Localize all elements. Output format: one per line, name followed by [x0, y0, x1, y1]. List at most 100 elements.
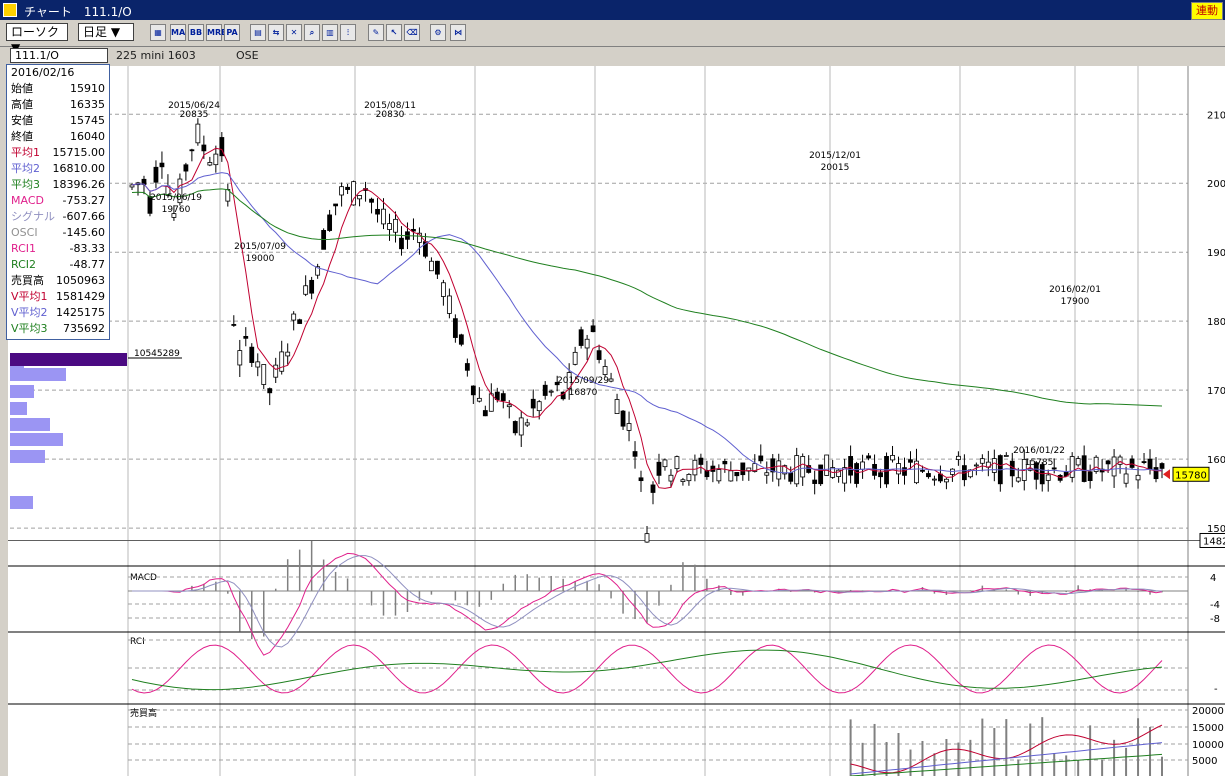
volume-profile-bar: [10, 385, 34, 398]
toolbar: ローソク ▼ 日足 ▼ ▦ MA BB MRE PA ▤ ⇆ ✕ ⌕ ▥ ⫶ ✎…: [0, 20, 1225, 55]
crosshair-icon[interactable]: ✕: [286, 24, 302, 41]
layout-icon[interactable]: ▤: [250, 24, 266, 41]
candle-body: [429, 260, 434, 272]
price-tick-label: 200: [1207, 179, 1225, 190]
candle-body: [578, 329, 584, 346]
candle-body: [297, 319, 303, 324]
candle-body: [1009, 460, 1015, 477]
current-price-label: 15780: [1175, 470, 1207, 481]
ma3-line: [131, 188, 1163, 407]
pa-button[interactable]: PA: [224, 24, 240, 41]
chart-type-dropdown[interactable]: ローソク ▼: [6, 23, 68, 55]
pen-icon[interactable]: ✎: [368, 24, 384, 41]
candle-body: [345, 186, 350, 190]
candle-body: [812, 479, 818, 484]
chart-area[interactable]: [8, 66, 1225, 776]
price-annotation-value: 20830: [376, 110, 405, 120]
candle-body: [1105, 460, 1111, 465]
current-price-box: [1172, 466, 1210, 482]
info-value: 18396.26: [52, 178, 106, 191]
candle-body: [632, 451, 638, 457]
info-label: 2016/02/16: [11, 66, 75, 79]
info-row: 平均2 16810.00: [7, 161, 109, 177]
candle-body: [1087, 471, 1093, 482]
price-annotation-date: 2016/01/22: [1013, 446, 1065, 456]
ma-button[interactable]: MA: [170, 24, 186, 41]
candle-body: [1015, 477, 1021, 482]
settings-icon[interactable]: ⚙: [430, 24, 446, 41]
macd-tick-label: -8: [1210, 614, 1220, 625]
info-row: V平均2 1425175: [7, 305, 109, 321]
bb-button[interactable]: BB: [188, 24, 204, 41]
info-row: RCI1 -83.33: [7, 241, 109, 257]
info-row: RCI2 -48.77: [7, 257, 109, 273]
candle-body: [1153, 467, 1159, 480]
info-row: 始値 15910: [7, 81, 109, 97]
candle-body: [309, 279, 315, 294]
fibonacci-icon[interactable]: ⋈: [450, 24, 466, 41]
info-label: OSCI: [11, 226, 38, 239]
mre-button[interactable]: MRE: [206, 24, 227, 41]
candle-body: [656, 461, 662, 476]
candle-body: [644, 533, 650, 543]
title-bar: チャート 111.1/O 連動: [0, 0, 1225, 20]
zoom-icon[interactable]: ⌕: [304, 24, 320, 41]
candle-body: [914, 460, 919, 484]
info-row: 終値 16040: [7, 129, 109, 145]
candle-body: [285, 351, 291, 357]
candle-body: [476, 397, 482, 402]
info-row: MACD -753.27: [7, 193, 109, 209]
table-icon[interactable]: ▥: [322, 24, 338, 41]
price-annotation-value: 19760: [162, 205, 191, 215]
candle-body: [806, 465, 812, 473]
candle-body: [518, 417, 524, 436]
candle-body: [249, 346, 255, 363]
candle-body: [411, 228, 416, 232]
candle-body: [1141, 461, 1147, 464]
exchange-name: OSE: [236, 49, 259, 62]
candle-body: [764, 472, 770, 476]
price-annotation-date: 2015/09/29: [557, 376, 609, 386]
info-label: V平均2: [11, 306, 48, 319]
candle-body: [267, 388, 273, 394]
cursor-icon[interactable]: ↖: [386, 24, 402, 41]
volume-ma2-line: [850, 742, 1163, 775]
candle-body: [530, 398, 536, 409]
scale-icon[interactable]: ⇆: [268, 24, 284, 41]
candle-body: [446, 295, 452, 314]
period-dropdown[interactable]: 日足 ▼: [78, 23, 134, 41]
rci-title: RCI: [130, 637, 145, 647]
info-value: -83.33: [69, 242, 105, 255]
low-price-box: [1199, 532, 1225, 548]
candle-body: [842, 467, 848, 484]
info-value: 735692: [63, 322, 105, 335]
candle-body: [237, 350, 243, 366]
candle-body: [1075, 458, 1081, 466]
price-tick-label: 150: [1207, 524, 1225, 535]
candle-body: [878, 472, 883, 478]
rci1-line: [131, 644, 1163, 694]
info-label: シグナル: [11, 210, 55, 223]
eraser-icon[interactable]: ⌫: [404, 24, 420, 41]
candle-body: [189, 149, 195, 152]
indicator-icon[interactable]: ▦: [150, 24, 166, 41]
columns-icon[interactable]: ⫶: [340, 24, 356, 41]
info-value: 15745: [70, 114, 105, 127]
candle-body: [1117, 456, 1123, 465]
price-annotation-date: 2015/07/09: [234, 242, 286, 252]
price-tick-label: 170: [1207, 386, 1225, 397]
info-label: 平均2: [11, 162, 40, 175]
candle-body: [393, 218, 398, 233]
volume-tick-label: 5000: [1192, 756, 1217, 767]
candle-body: [728, 470, 734, 482]
candle-body: [261, 364, 267, 385]
candle-body: [1063, 472, 1069, 477]
candle-body: [435, 260, 440, 275]
link-button[interactable]: 連動: [1191, 2, 1223, 20]
candle-body: [752, 463, 758, 472]
candle-body: [602, 366, 608, 375]
symbol-input[interactable]: 111.1/O: [10, 48, 108, 63]
candle-body: [482, 410, 488, 417]
candle-body: [788, 472, 794, 482]
candle-body: [674, 456, 680, 470]
